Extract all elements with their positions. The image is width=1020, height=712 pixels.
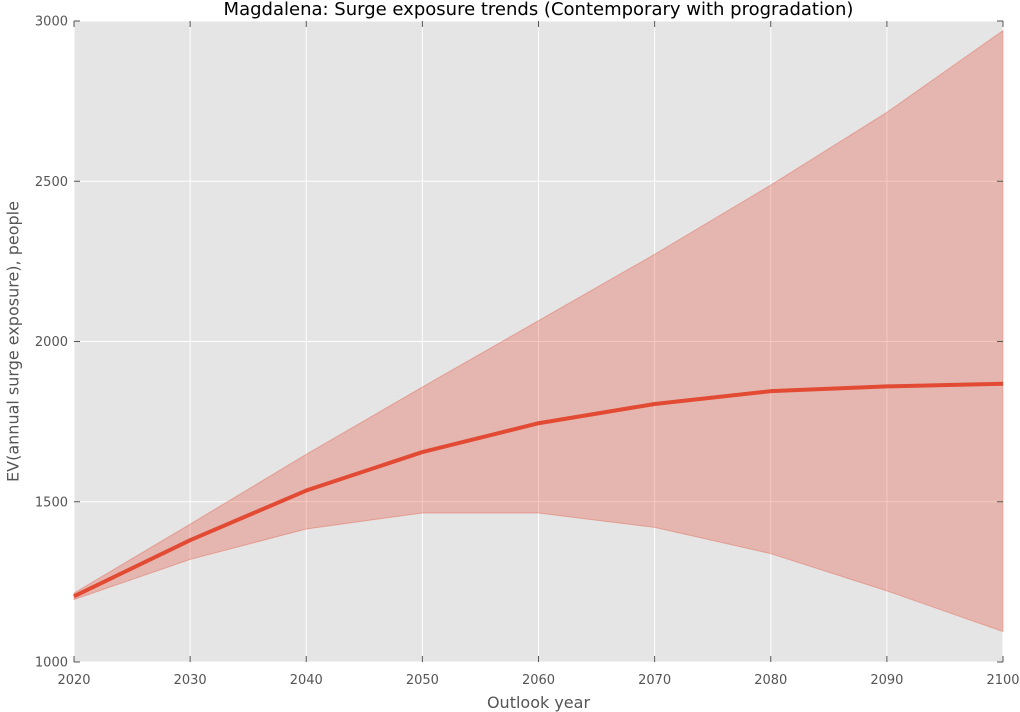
x-axis-label: Outlook year xyxy=(487,693,591,712)
y-axis-label: EV(annual surge exposure), people xyxy=(4,201,23,482)
x-tick-label: 2020 xyxy=(57,673,90,688)
x-tick-label: 2080 xyxy=(754,673,787,688)
series-lines xyxy=(73,381,1004,599)
x-tick-label: 2040 xyxy=(290,673,323,688)
x-tick-label: 2070 xyxy=(638,673,671,688)
x-tick-label: 2060 xyxy=(522,673,555,688)
x-tick-label: 2100 xyxy=(986,673,1019,688)
y-tick-label: 2000 xyxy=(35,335,68,350)
chart-title: Magdalena: Surge exposure trends (Contem… xyxy=(224,0,854,20)
y-tick-label: 1000 xyxy=(35,656,68,671)
y-tick-label: 1500 xyxy=(35,495,68,510)
series-line xyxy=(73,381,1004,599)
x-tick-label: 2090 xyxy=(870,673,903,688)
y-tick-label: 2500 xyxy=(35,175,68,190)
y-tick-label: 3000 xyxy=(35,15,68,30)
axis-ticks xyxy=(73,20,1004,663)
uncertainty-band xyxy=(73,29,1004,633)
tick-labels: 2020 2030 2040 2050 2060 2070 2080 2090 2100 1000… xyxy=(35,15,1020,689)
x-tick-label: 2050 xyxy=(406,673,439,688)
x-tick-label: 2030 xyxy=(174,673,207,688)
